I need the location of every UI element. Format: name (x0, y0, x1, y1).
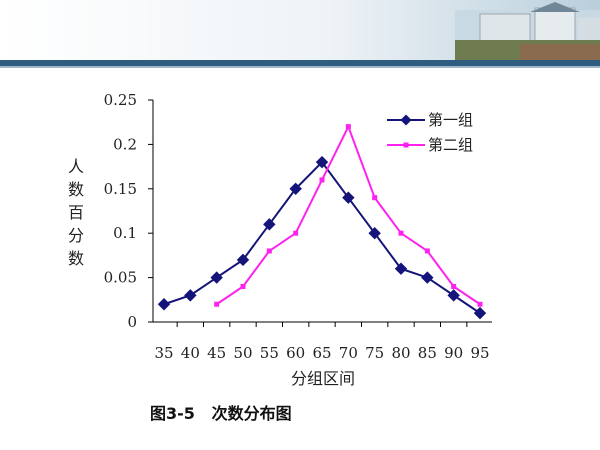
data-point (345, 124, 351, 130)
header-band-shadow (0, 66, 600, 68)
data-point (293, 230, 299, 236)
data-point (368, 226, 381, 240)
series-2 (214, 124, 483, 307)
data-point (289, 182, 302, 196)
x-tick-label: 65 (312, 344, 331, 362)
legend-marker (400, 114, 412, 126)
x-tick-label: 90 (444, 344, 463, 362)
x-tick-label: 55 (260, 344, 279, 362)
x-tick-label: 80 (391, 344, 410, 362)
data-point (315, 155, 329, 169)
data-point (451, 283, 457, 289)
data-point (157, 298, 171, 311)
data-point (210, 271, 223, 284)
y-tick-label: 0.25 (104, 91, 137, 109)
series-line (163, 160, 481, 314)
legend-marker (403, 142, 409, 148)
x-tick-label: 60 (286, 344, 305, 362)
data-point (398, 230, 404, 236)
y-tick-label: 0.05 (104, 269, 137, 287)
data-point (447, 289, 460, 302)
data-point (266, 248, 272, 254)
data-point (372, 195, 378, 201)
data-point (319, 177, 325, 183)
legend-label: 第二组 (428, 136, 473, 154)
y-tick-label: 0.2 (113, 135, 137, 153)
y-tick-label: 0.1 (113, 224, 137, 242)
x-tick-label: 35 (154, 344, 173, 362)
data-point (421, 271, 434, 284)
data-point (236, 253, 250, 267)
legend-item-1: 第一组 (387, 111, 473, 129)
x-tick-label: 95 (470, 344, 489, 362)
y-axis-label: 人数百分数 (68, 157, 84, 268)
campus-photo (455, 2, 600, 60)
data-point (342, 191, 355, 204)
series-1 (157, 155, 487, 320)
header-banner (0, 0, 600, 68)
x-tick-label: 45 (207, 344, 226, 362)
x-tick-label: 75 (365, 344, 384, 362)
x-tick-label: 40 (181, 344, 200, 362)
data-point (394, 262, 408, 275)
chart-axes (152, 100, 492, 323)
header-band (0, 60, 600, 66)
data-point (184, 289, 197, 302)
figure-caption: 图3-5 次数分布图 (150, 404, 292, 423)
chart-series (157, 124, 487, 320)
x-tick-label: 70 (339, 344, 358, 362)
x-tick-label: 85 (418, 344, 437, 362)
x-axis-label: 分组区间 (291, 369, 355, 388)
data-point (240, 283, 246, 289)
data-point (424, 248, 430, 254)
data-point (263, 218, 276, 231)
y-tick-label: 0.15 (104, 180, 137, 198)
x-axis-ticks: 35 40 45 50 55 60 65 70 75 80 85 90 95 (154, 322, 490, 362)
y-axis-ticks: 0 0.05 0.1 0.15 0.2 0.25 (104, 91, 153, 331)
data-point (477, 301, 483, 307)
x-tick-label: 50 (233, 344, 252, 362)
legend-label: 第一组 (428, 111, 473, 129)
data-point (214, 301, 220, 307)
legend-item-2: 第二组 (387, 136, 473, 154)
y-tick-label: 0 (127, 313, 137, 331)
data-point (473, 306, 487, 320)
